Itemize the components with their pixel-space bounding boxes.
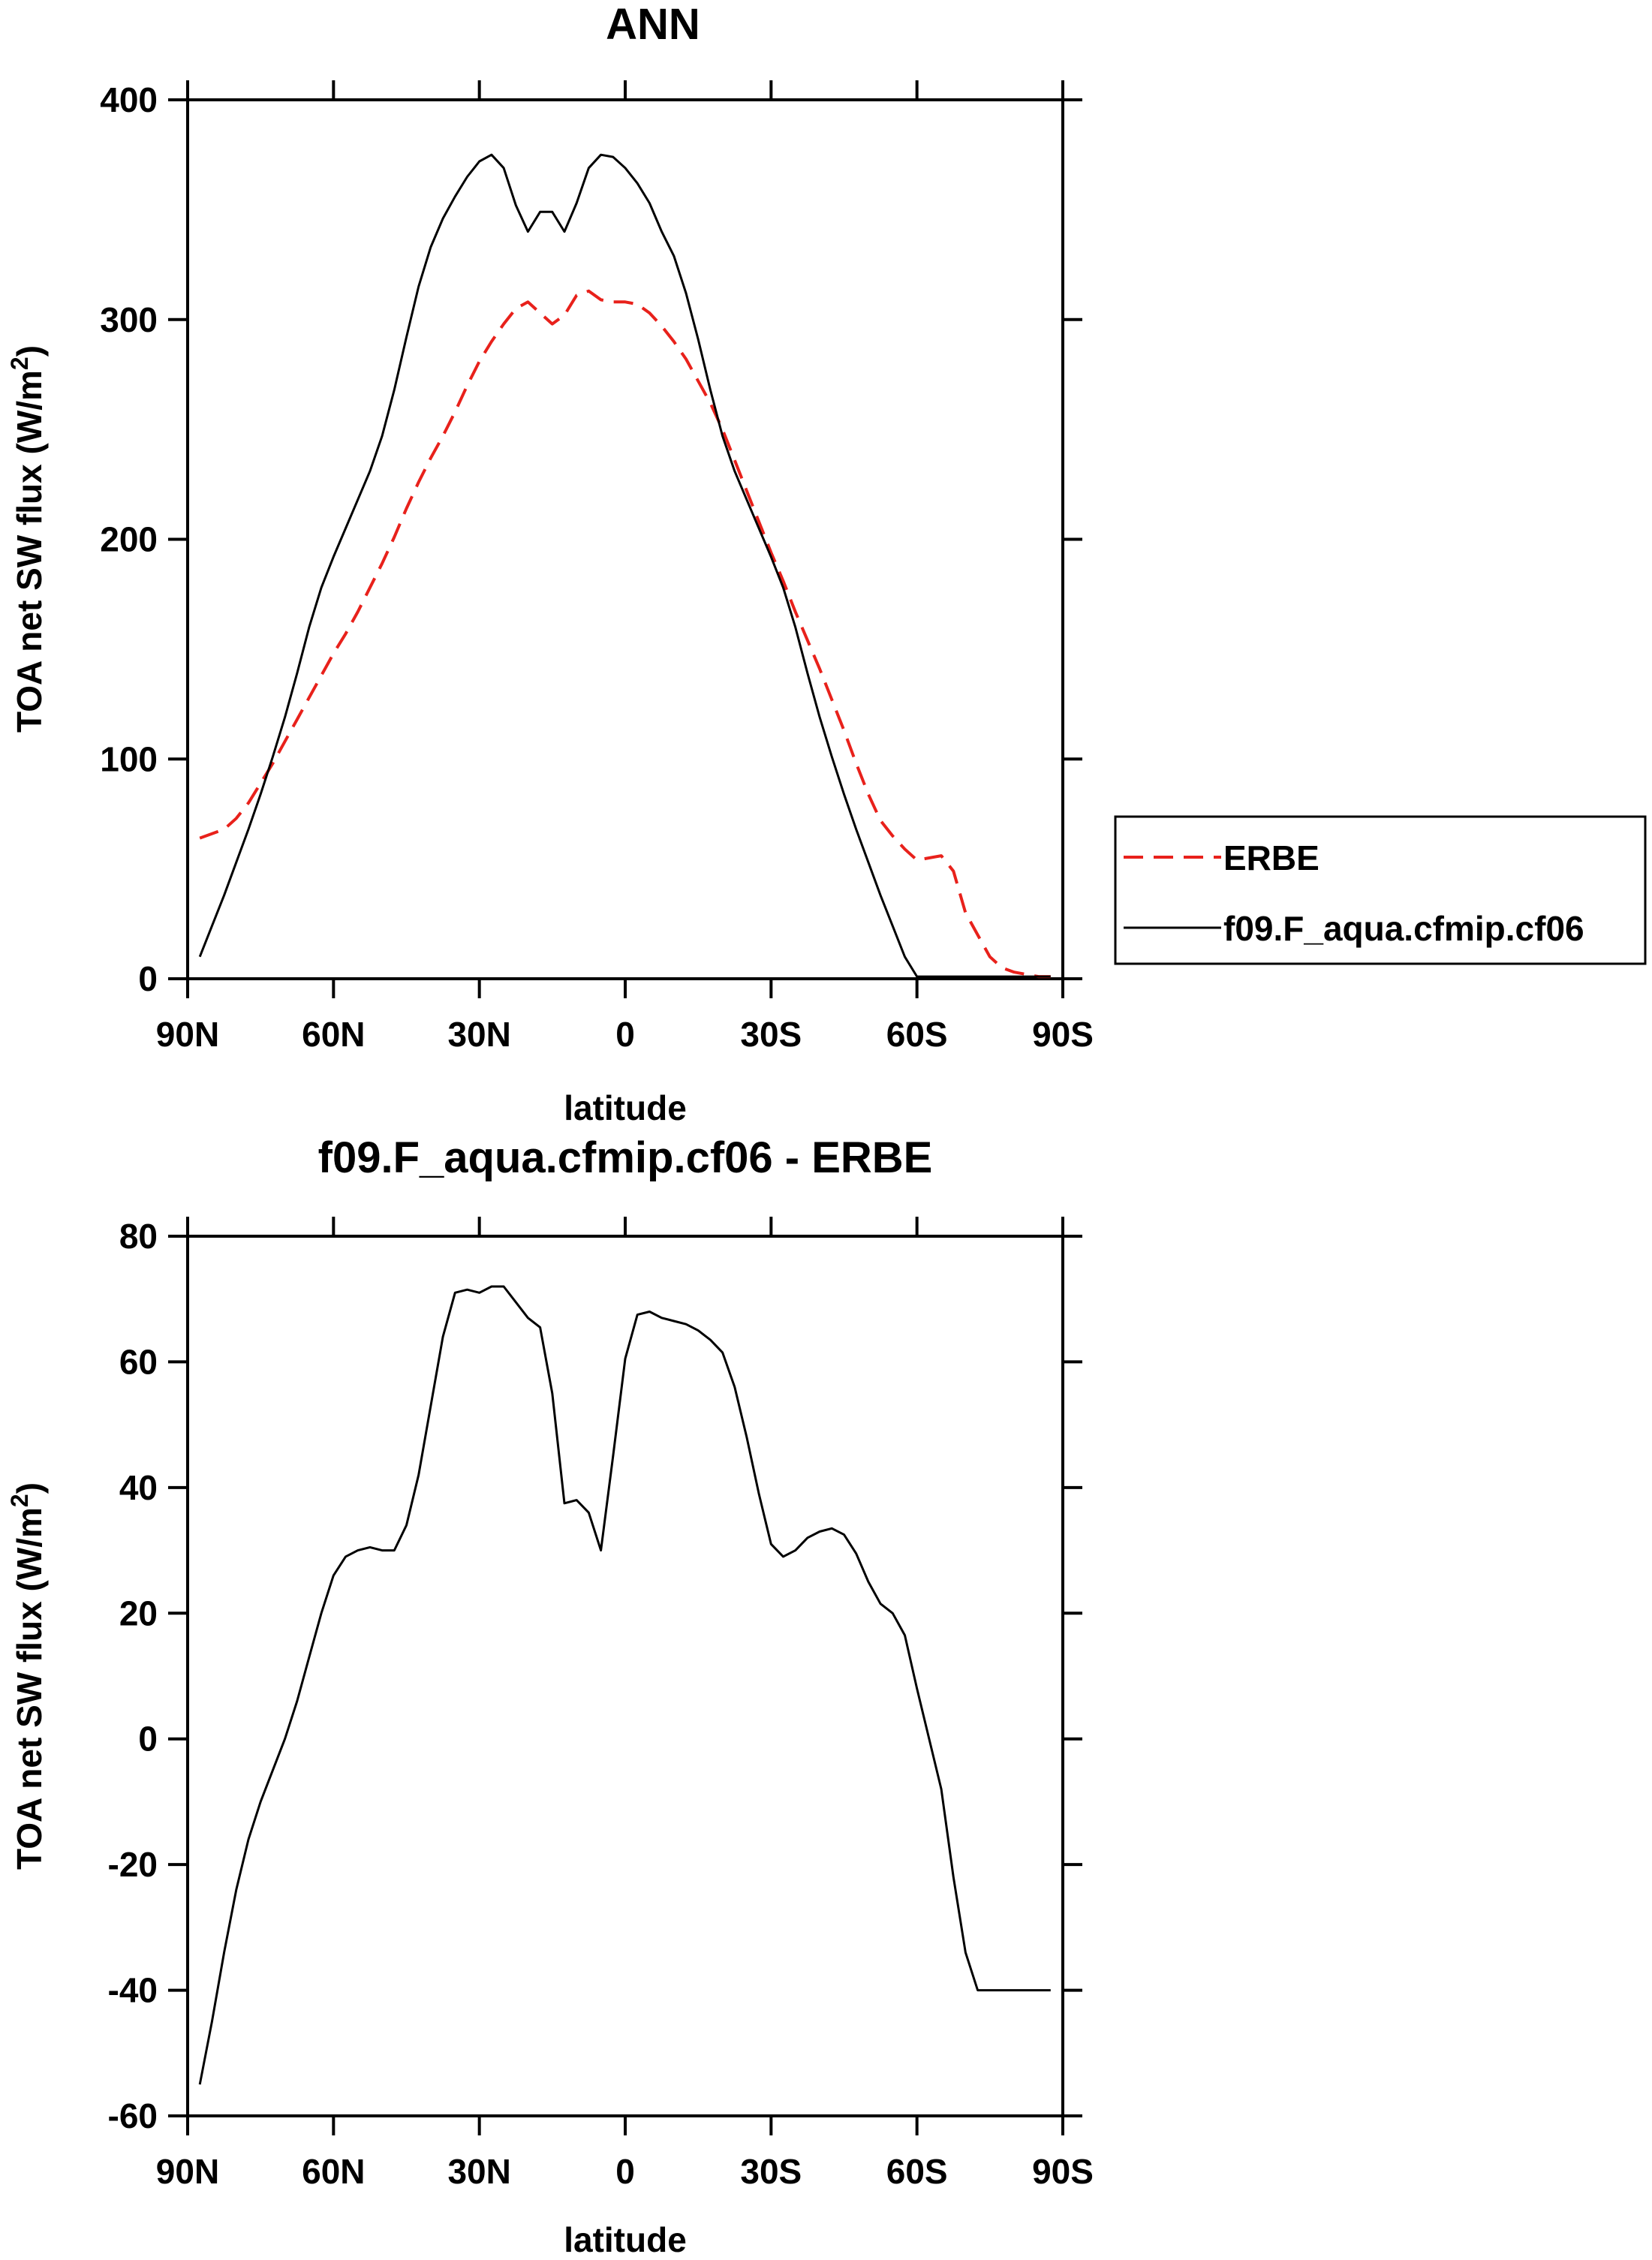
top-y-axis-label: TOA net SW flux (W/m2): [6, 345, 49, 733]
bottom-x-tick-label: 30S: [740, 2152, 802, 2191]
bottom-y-tick-label: 20: [119, 1593, 158, 1633]
bottom-y-axis-label-end: ): [10, 1482, 49, 1494]
top-x-tick-label: 90S: [1032, 1015, 1094, 1054]
top-y-axis-label-main: TOA net SW flux (W/m: [10, 370, 49, 733]
bottom-y-tick-label: 0: [138, 1720, 158, 1759]
top-y-axis-label-sup: 2: [6, 357, 33, 370]
legend-label-erbe: ERBE: [1223, 838, 1319, 877]
top-x-tick-label: 30N: [447, 1015, 510, 1054]
top-x-tick-label: 30S: [740, 1015, 802, 1054]
bottom-y-ticks: -60 -40 -20 0 20 40 60 80: [108, 1217, 1082, 2135]
legend-label-model: f09.F_aqua.cfmip.cf06: [1223, 909, 1584, 948]
bottom-x-tick-label: 0: [615, 2152, 635, 2191]
bottom-y-tick-label: -40: [108, 1971, 158, 2010]
top-x-tick-label: 90N: [156, 1015, 219, 1054]
top-plot-frame: [186, 98, 1064, 980]
bottom-y-tick-label: 80: [119, 1217, 158, 1256]
bottom-y-tick-label: -60: [108, 2096, 158, 2135]
top-y-tick-label: 200: [100, 520, 158, 559]
panel-top: ANN 0 100 200 300 400 90N 60N 30N 0 30S 60S 90S la…: [6, 0, 1647, 1127]
top-y-tick-label: 0: [138, 959, 158, 998]
bottom-x-tick-label: 30N: [447, 2152, 510, 2191]
bottom-x-ticks: 90N 60N 30N 0 30S 60S 90S: [156, 1217, 1094, 2191]
bottom-title: f09.F_aqua.cfmip.cf06 - ERBE: [318, 1133, 933, 1182]
bottom-y-tick-label: 60: [119, 1342, 158, 1381]
top-y-ticks: 0 100 200 300 400: [100, 80, 1082, 998]
top-x-axis-label: latitude: [564, 1088, 687, 1127]
bottom-y-tick-label: -20: [108, 1845, 158, 1884]
top-y-tick-label: 300: [100, 300, 158, 339]
bottom-y-axis-label-main: TOA net SW flux (W/m: [10, 1507, 49, 1870]
bottom-series-line-0: [198, 1285, 1051, 2085]
bottom-series: [198, 1285, 1051, 2085]
top-series-line-0: [199, 289, 1051, 979]
bottom-x-tick-label: 90S: [1032, 2152, 1094, 2191]
bottom-x-tick-label: 60N: [302, 2152, 365, 2191]
legend-box: [1114, 815, 1647, 965]
bottom-x-axis-label: latitude: [564, 2220, 687, 2259]
bottom-plot-frame: [186, 1235, 1064, 2117]
top-x-tick-label: 60S: [886, 1015, 948, 1054]
top-x-ticks: 90N 60N 30N 0 30S 60S 90S: [156, 80, 1094, 1054]
bottom-x-tick-label: 90N: [156, 2152, 219, 2191]
bottom-y-axis-label: TOA net SW flux (W/m2): [6, 1482, 49, 1870]
bottom-y-axis-label-sup: 2: [6, 1494, 33, 1507]
top-x-tick-label: 60N: [302, 1015, 365, 1054]
top-y-tick-label: 100: [100, 739, 158, 778]
panel-bottom: f09.F_aqua.cfmip.cf06 - ERBE -60 -40 -20 0 2…: [6, 1133, 1094, 2259]
bottom-y-tick-label: 40: [119, 1468, 158, 1507]
top-title: ANN: [606, 0, 700, 49]
top-series: [198, 153, 1051, 979]
top-series-line-1: [198, 153, 1051, 978]
top-y-tick-label: 400: [100, 80, 158, 119]
top-x-tick-label: 0: [615, 1015, 635, 1054]
legend: ERBE f09.F_aqua.cfmip.cf06: [1114, 815, 1647, 965]
top-y-axis-label-end: ): [10, 345, 49, 357]
bottom-x-tick-label: 60S: [886, 2152, 948, 2191]
